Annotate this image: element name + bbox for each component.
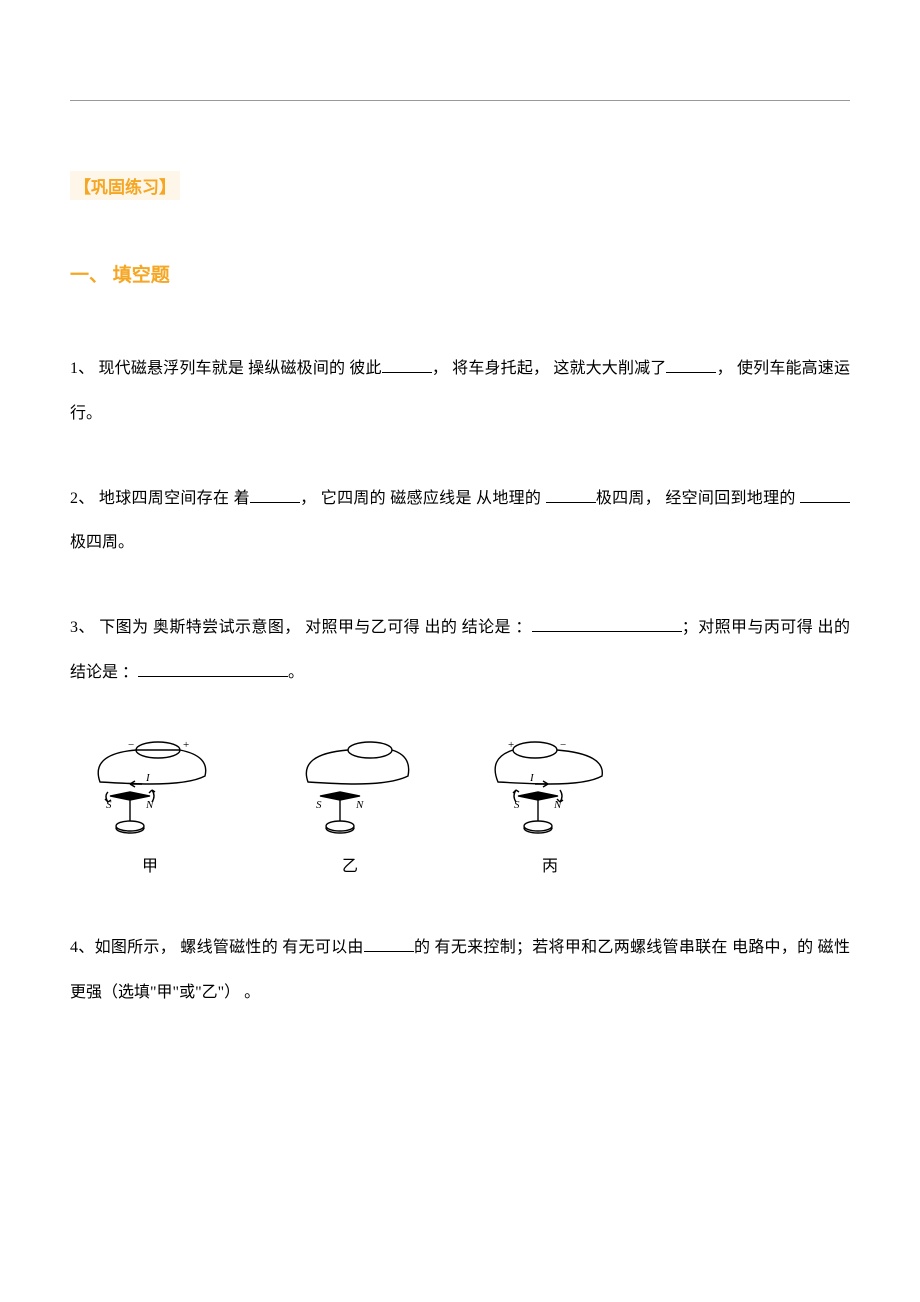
q4-text-1: 4、如图所示， 螺线管磁性的 有无可以由 bbox=[70, 939, 364, 956]
q3-blank-2 bbox=[138, 661, 288, 677]
svg-text:N: N bbox=[355, 799, 364, 811]
q2-text-1: 2、 地球四周空间存在 着 bbox=[70, 490, 250, 507]
q1-text-2: ， 将车身托起， 这就大大削减了 bbox=[432, 360, 667, 377]
svg-text:N: N bbox=[145, 799, 154, 811]
q3-text-1: 3、 下图为 奥斯特尝试示意图， 对照甲与乙可得 出的 结论是 ： bbox=[70, 619, 532, 636]
subsection-label: 一、 填空题 bbox=[70, 260, 850, 287]
q1-blank-1 bbox=[382, 357, 432, 373]
q1-blank-2 bbox=[666, 357, 716, 373]
top-rule bbox=[70, 100, 850, 101]
q2-blank-1 bbox=[250, 487, 300, 503]
diagram-b: S N 乙 bbox=[280, 736, 420, 876]
svg-text:+: + bbox=[508, 739, 514, 751]
svg-text:I: I bbox=[529, 772, 535, 784]
diagram-c-label: 丙 bbox=[542, 852, 558, 876]
diagram-c-svg: + − I S N bbox=[480, 736, 620, 846]
q2-blank-2 bbox=[546, 487, 596, 503]
diagram-a-svg: − + I S N bbox=[80, 736, 220, 846]
svg-text:S: S bbox=[316, 799, 322, 811]
question-1: 1、 现代磁悬浮列车就是 操纵磁极间的 彼此， 将车身托起， 这就大大削减了， … bbox=[70, 347, 850, 437]
section-label: 【巩固练习】 bbox=[70, 171, 180, 200]
svg-text:+: + bbox=[183, 739, 189, 751]
q2-text-4: 极四周。 bbox=[70, 534, 134, 551]
svg-text:I: I bbox=[145, 772, 151, 784]
question-3: 3、 下图为 奥斯特尝试示意图， 对照甲与乙可得 出的 结论是 ：；对照甲与丙可… bbox=[70, 606, 850, 696]
diagram-c: + − I S N bbox=[480, 736, 620, 876]
q2-blank-3 bbox=[800, 487, 850, 503]
q1-text-1: 1、 现代磁悬浮列车就是 操纵磁极间的 彼此 bbox=[70, 360, 382, 377]
svg-text:S: S bbox=[106, 799, 112, 811]
diagram-a-label: 甲 bbox=[142, 852, 158, 876]
diagram-b-svg: S N bbox=[280, 736, 420, 846]
question-2: 2、 地球四周空间存在 着 ， 它四周的 磁感应线是 从地理的 极四周， 经空间回… bbox=[70, 477, 850, 567]
q3-blank-1 bbox=[532, 616, 682, 632]
oersted-diagrams: − + I S N bbox=[80, 736, 850, 876]
diagram-a: − + I S N bbox=[80, 736, 220, 876]
svg-text:N: N bbox=[553, 799, 562, 811]
q2-text-3: 极四周， 经空间回到地理的 bbox=[596, 490, 800, 507]
q4-blank-1 bbox=[364, 936, 414, 952]
svg-text:−: − bbox=[128, 739, 134, 751]
svg-text:−: − bbox=[560, 739, 566, 751]
diagram-b-label: 乙 bbox=[342, 852, 358, 876]
q2-text-2: ， 它四周的 磁感应线是 从地理的 bbox=[300, 490, 546, 507]
q3-text-3: 。 bbox=[288, 664, 304, 681]
question-4: 4、如图所示， 螺线管磁性的 有无可以由的 有无来控制；若将甲和乙两螺线管串联在… bbox=[70, 926, 850, 1016]
svg-text:S: S bbox=[514, 799, 520, 811]
